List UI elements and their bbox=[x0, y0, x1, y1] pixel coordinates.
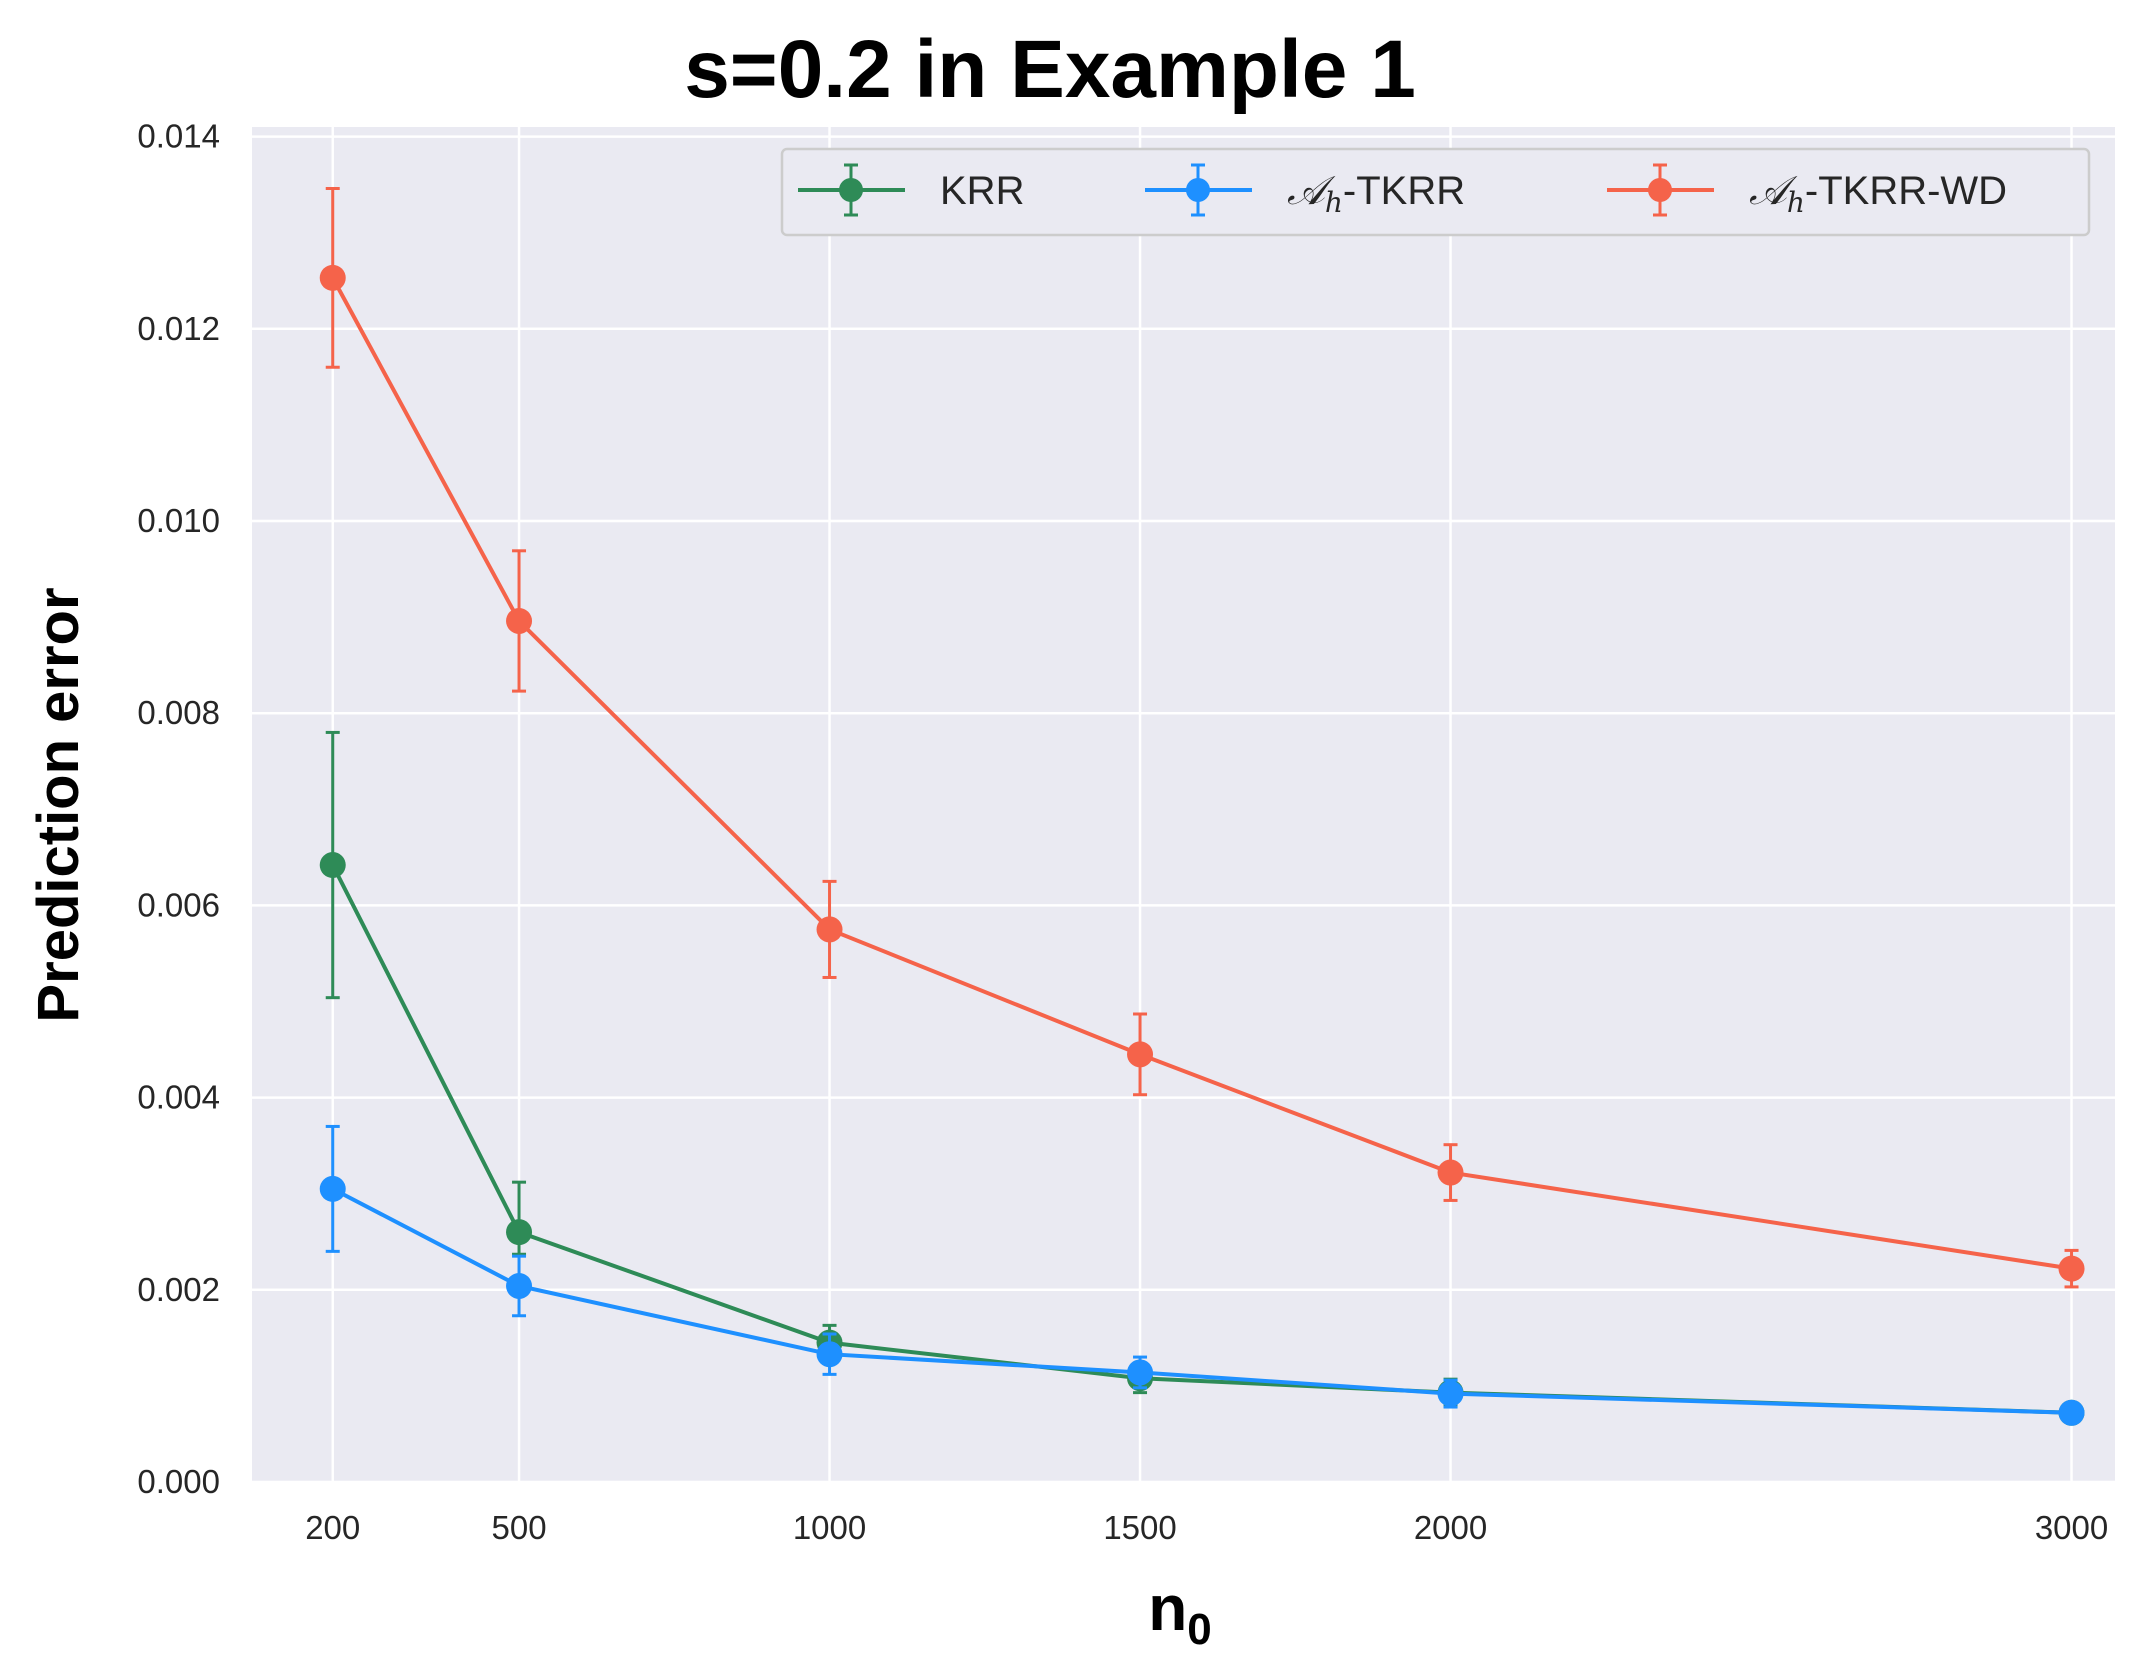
y-tick-label: 0.014 bbox=[137, 118, 220, 155]
legend-ah-tkrr-wd-marker bbox=[1648, 178, 1672, 202]
legend-ah-tkrr-sub: h bbox=[1325, 186, 1343, 219]
data-point bbox=[506, 607, 533, 634]
legend-ah-tkrr-marker bbox=[1186, 178, 1210, 202]
data-point bbox=[1437, 1159, 1464, 1186]
x-tick-label: 500 bbox=[491, 1509, 546, 1546]
data-point bbox=[2058, 1399, 2085, 1426]
chart-title: s=0.2 in Example 1 bbox=[684, 24, 1416, 115]
series-line bbox=[330, 276, 2072, 1271]
data-point bbox=[1127, 1359, 1154, 1386]
series-line bbox=[331, 1187, 2072, 1415]
series-2 bbox=[319, 187, 2085, 1289]
y-tick-label: 0.006 bbox=[137, 886, 220, 923]
legend-ah-tkrr-wd-rest: -TKRR-WD bbox=[1805, 169, 2007, 213]
data-point bbox=[506, 1272, 533, 1299]
data-point bbox=[506, 1219, 533, 1246]
legend-ah-tkrr-wd-label: 𝒜h-TKRR-WD bbox=[1749, 168, 2007, 219]
data-point bbox=[816, 1341, 843, 1368]
series-1 bbox=[319, 1124, 2085, 1426]
data-point bbox=[2058, 1255, 2085, 1282]
legend-item-krr: KRR bbox=[798, 163, 1024, 217]
y-tick-label: 0.000 bbox=[137, 1463, 220, 1500]
x-axis-label: n0 bbox=[1148, 1572, 1212, 1654]
data-point bbox=[319, 1175, 346, 1202]
y-tick-label: 0.010 bbox=[137, 502, 220, 539]
data-point bbox=[1437, 1380, 1464, 1407]
x-tick-label: 1500 bbox=[1103, 1509, 1176, 1546]
legend-box bbox=[780, 147, 2091, 237]
data-point bbox=[319, 264, 346, 291]
legend: KRR 𝒜h-TKRR 𝒜h-TKRR-WD bbox=[780, 147, 2091, 237]
tick-labels: 0.000 0.002 0.004 0.006 0.008 0.010 0.012 0.014… bbox=[137, 118, 2108, 1546]
y-tick-label: 0.002 bbox=[137, 1271, 220, 1308]
x-axis-label-base: n bbox=[1148, 1572, 1187, 1644]
legend-item-ah-tkrr: 𝒜h-TKRR bbox=[1145, 163, 1465, 219]
data-point bbox=[1127, 1041, 1154, 1068]
y-tick-label: 0.004 bbox=[137, 1079, 220, 1116]
legend-krr-label: KRR bbox=[940, 169, 1024, 213]
legend-krr-marker bbox=[839, 178, 863, 202]
x-tick-label: 1000 bbox=[793, 1509, 866, 1546]
plot-background bbox=[252, 127, 2115, 1482]
y-tick-label: 0.012 bbox=[137, 310, 220, 347]
series-layer bbox=[319, 187, 2085, 1426]
legend-ah-tkrr-wd-sub: h bbox=[1787, 186, 1805, 219]
legend-item-ah-tkrr-wd: 𝒜h-TKRR-WD bbox=[1607, 163, 2007, 219]
data-point bbox=[319, 852, 346, 879]
x-axis-label-subscript: 0 bbox=[1187, 1605, 1211, 1654]
x-tick-label: 2000 bbox=[1414, 1509, 1487, 1546]
x-tick-label: 200 bbox=[305, 1509, 360, 1546]
y-tick-label: 0.008 bbox=[137, 694, 220, 731]
x-tick-label: 3000 bbox=[2035, 1509, 2108, 1546]
legend-ah-tkrr-rest: -TKRR bbox=[1343, 169, 1465, 213]
y-axis-label: Prediction error bbox=[26, 587, 91, 1022]
data-point bbox=[816, 916, 843, 943]
legend-ah-tkrr-label: 𝒜h-TKRR bbox=[1287, 168, 1465, 219]
